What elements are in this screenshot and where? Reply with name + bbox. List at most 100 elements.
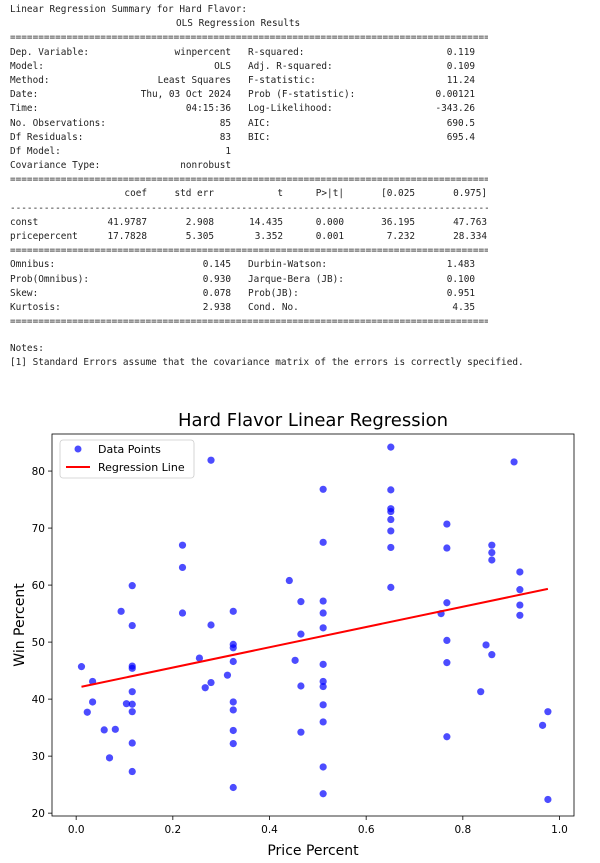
stat-label: F-statistic: — [248, 74, 316, 86]
diag-value: 2.938 — [202, 301, 231, 313]
x-tick-label: 1.0 — [551, 824, 568, 836]
data-point — [291, 656, 299, 664]
coef-column-header: P>|t| — [315, 188, 344, 200]
y-axis: 20 30 40 50 60 70 80 — [32, 466, 52, 820]
data-point — [387, 543, 395, 552]
data-point — [443, 520, 451, 528]
x-tick-label: 0.8 — [454, 824, 471, 836]
stat-label: BIC: — [248, 131, 271, 143]
data-point — [229, 726, 237, 735]
info-label: Model: — [10, 60, 44, 72]
info-label: Method: — [10, 74, 50, 86]
data-point — [443, 659, 451, 667]
data-point — [128, 582, 136, 590]
data-point — [488, 541, 496, 549]
data-point — [128, 621, 136, 630]
data-point — [544, 795, 552, 804]
coef-value: 17.7828 — [107, 231, 147, 242]
data-point — [319, 538, 327, 546]
data-point — [319, 485, 327, 493]
regression-line — [81, 587, 549, 688]
y-tick-label: 60 — [32, 580, 45, 592]
data-point — [516, 601, 524, 609]
notes: Notes: [1] Standard Errors assume that t… — [10, 343, 524, 371]
data-point — [229, 698, 237, 706]
regression-summary: Linear Regression Summary for Hard Flavo… — [10, 0, 590, 327]
coef-value: 2.908 — [185, 216, 214, 228]
stat-value: 690.5 — [446, 117, 475, 129]
info-label: Df Residuals: — [10, 131, 84, 143]
notes-title: Notes: — [10, 343, 44, 354]
data-point — [387, 486, 395, 494]
coef-name: const — [10, 216, 39, 228]
diag-value-2: 0.951 — [446, 287, 475, 299]
info-value: 83 — [219, 131, 231, 143]
coef-row: pricepercent 17.7828 5.305 3.352 0.001 7.232 2… — [10, 231, 590, 245]
data-point — [178, 541, 187, 549]
notes-text: [1] Standard Errors assume that the cova… — [10, 357, 524, 369]
diag-value: 0.930 — [202, 273, 231, 285]
info-label: Date: — [10, 89, 39, 101]
data-point — [538, 721, 547, 729]
diag-value-2: 0.100 — [446, 273, 475, 285]
coef-column-header: 0.975] — [453, 188, 487, 200]
data-point — [128, 708, 136, 716]
data-point — [488, 556, 496, 564]
info-row: Dep. Variable: winpercent R-squared: 0.119 — [10, 47, 590, 61]
data-point — [229, 706, 237, 714]
data-point — [516, 586, 524, 594]
data-point — [516, 568, 524, 576]
info-value: 04:15:36 — [185, 103, 231, 115]
data-point — [443, 636, 451, 644]
info-value: Thu, 03 Oct 2024 — [140, 89, 231, 101]
legend-label-line: Regression Line — [98, 461, 185, 474]
stat-label: R-squared: — [248, 46, 305, 58]
info-value: winpercent — [174, 46, 231, 58]
stat-label: AIC: — [248, 117, 271, 129]
data-point — [89, 698, 97, 706]
data-point — [128, 688, 136, 696]
diag-label: Prob(Omnibus): — [10, 273, 90, 285]
diag-label-2: Cond. No. — [248, 301, 299, 313]
separator: ========================================… — [10, 316, 488, 328]
data-point — [229, 739, 237, 748]
separator: ----------------------------------------… — [10, 202, 488, 214]
data-point — [488, 651, 496, 659]
stat-value: 0.00121 — [435, 89, 475, 101]
stat-value: 695.4 — [446, 131, 475, 143]
info-label: Dep. Variable: — [10, 46, 90, 58]
x-tick-label: 0.0 — [68, 824, 85, 836]
data-point — [488, 548, 496, 557]
legend-label-points: Data Points — [98, 443, 161, 456]
diag-label: Skew: — [10, 287, 39, 299]
info-label: Covariance Type: — [10, 160, 101, 172]
coef-value: 14.435 — [249, 216, 283, 228]
data-point — [319, 597, 327, 605]
data-point — [443, 599, 451, 607]
info-row: Model: OLS Adj. R-squared: 0.109 — [10, 61, 590, 75]
data-point — [229, 783, 237, 792]
x-tick-label: 0.4 — [261, 824, 278, 836]
summary-subheading: OLS Regression Results — [10, 18, 590, 32]
coef-row: const 41.9787 2.908 14.435 0.000 36.195 47.763 — [10, 217, 590, 231]
data-point — [111, 725, 119, 733]
data-point — [443, 544, 451, 552]
data-point — [319, 763, 327, 771]
summary-subheading-text: OLS Regression Results — [176, 18, 301, 30]
data-point — [229, 644, 237, 652]
coef-value: 28.334 — [453, 231, 487, 242]
coef-column-header: [0.025 — [381, 188, 415, 200]
regression-chart: Hard Flavor Linear Regression 0.0 0.2 0.4 0… — [12, 410, 575, 859]
data-point — [319, 677, 327, 686]
data-point — [510, 458, 518, 466]
data-point — [387, 443, 395, 451]
data-point — [128, 664, 136, 672]
legend: Data Points Regression Line — [59, 439, 195, 479]
info-label: Time: — [10, 103, 39, 115]
info-row: Df Model: 1 — [10, 146, 590, 160]
data-point — [443, 733, 451, 741]
info-value: OLS — [214, 60, 231, 72]
y-tick-label: 40 — [32, 694, 45, 706]
info-value: nonrobust — [180, 160, 231, 172]
data-point — [482, 641, 490, 649]
